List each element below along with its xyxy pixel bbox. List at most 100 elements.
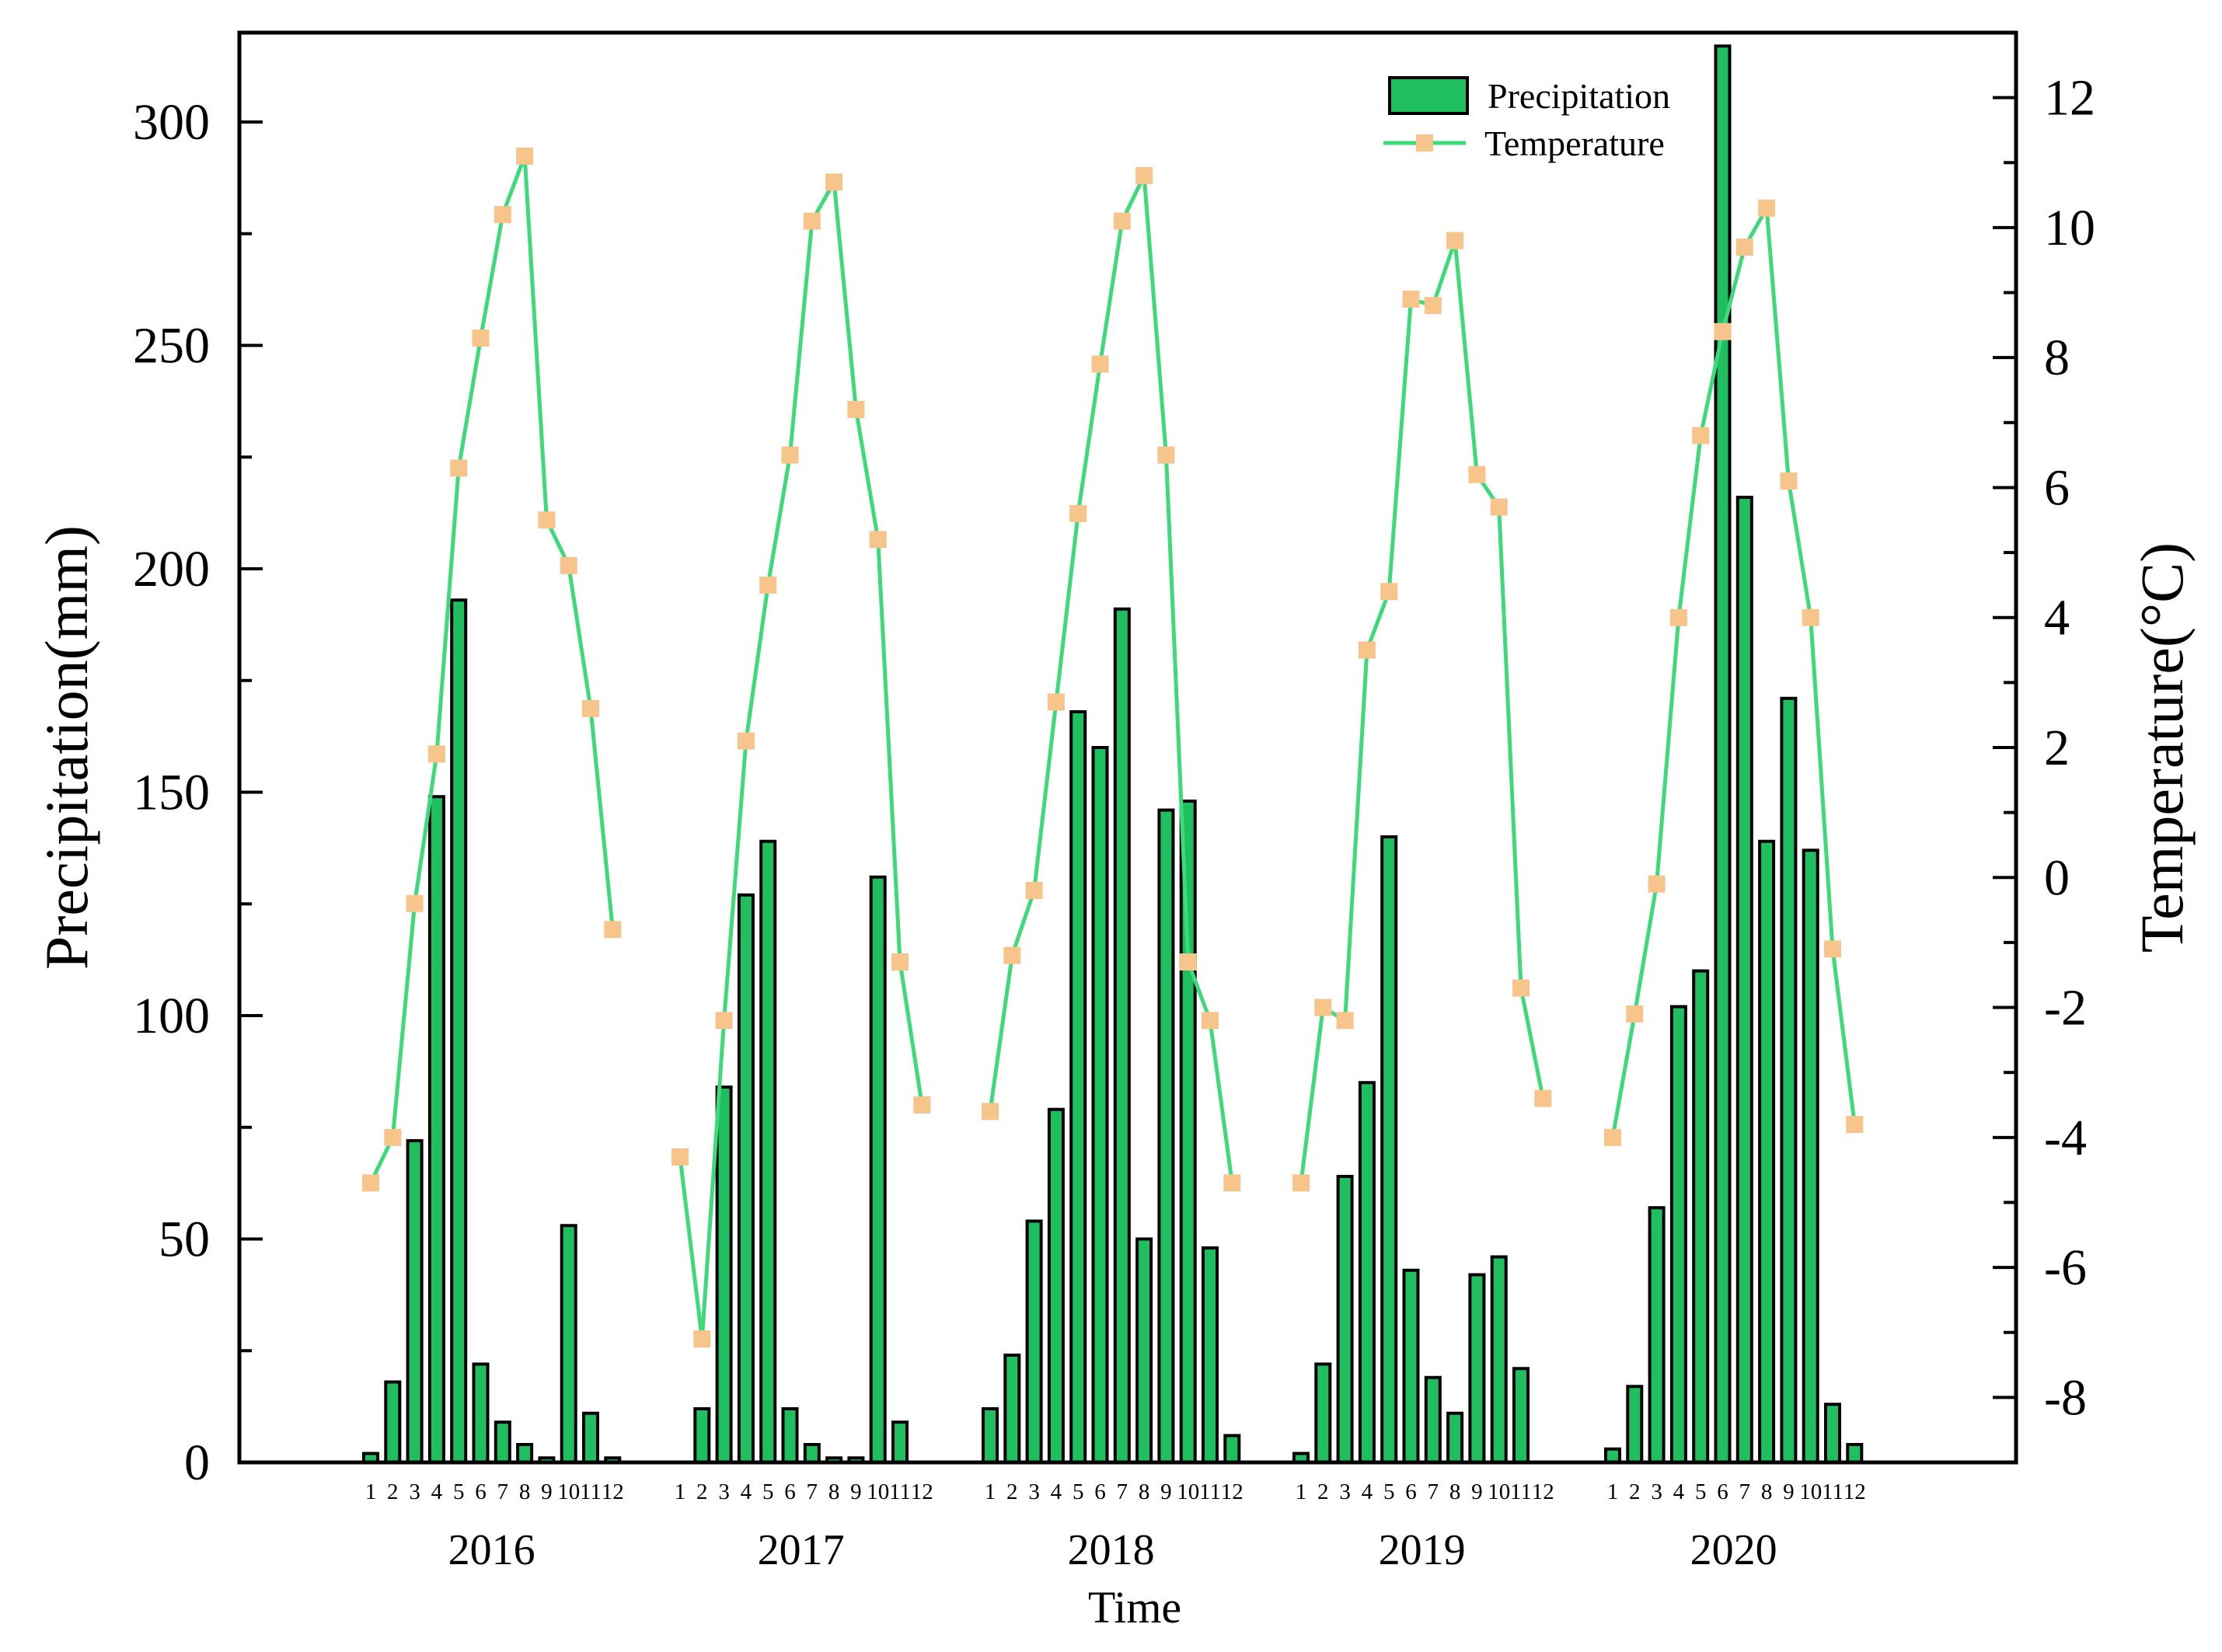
temperature-point-2018-4 <box>1047 693 1065 711</box>
year-label-2018: 2018 <box>1068 1526 1155 1574</box>
precipitation-bar-2018-3 <box>1025 1219 1043 1464</box>
temperature-point-2019-10 <box>1490 498 1508 516</box>
temperature-point-2016-7 <box>494 206 511 224</box>
month-tick-label: 6 <box>475 1479 487 1504</box>
temperature-point-2019-2 <box>1314 999 1332 1016</box>
month-tick-label: 2 <box>1629 1479 1641 1504</box>
precipitation-bar-2018-9 <box>1157 808 1175 1464</box>
y-right-tick-label: -6 <box>2044 1239 2087 1296</box>
y-left-tick-label: 50 <box>159 1211 210 1268</box>
precipitation-bar-2019-4 <box>1358 1081 1376 1464</box>
y-right-tick-label: -2 <box>2044 980 2087 1037</box>
month-tick-label: 1 <box>675 1479 686 1504</box>
month-tick-label: 4 <box>1673 1479 1685 1504</box>
month-tick-label: 5 <box>1073 1479 1084 1504</box>
month-tick-label: 2 <box>696 1479 708 1504</box>
temperature-point-2017-7 <box>803 212 821 230</box>
legend-temperature-marker <box>1416 134 1433 152</box>
month-tick-label: 7 <box>1739 1479 1751 1504</box>
month-tick-label: 2 <box>1317 1479 1329 1504</box>
precipitation-bar-2020-8 <box>1758 839 1776 1464</box>
precipitation-bar-2016-10 <box>560 1224 577 1464</box>
temperature-point-2016-2 <box>384 1128 402 1146</box>
temperature-point-2019-7 <box>1424 297 1442 315</box>
precipitation-bar-2016-3 <box>406 1139 424 1464</box>
temperature-point-2018-1 <box>982 1103 999 1121</box>
month-tick-label: 1 <box>1296 1479 1307 1504</box>
temperature-point-2017-3 <box>715 1012 733 1030</box>
month-tick-label: 9 <box>541 1479 553 1504</box>
precipitation-bar-2019-10 <box>1490 1255 1508 1464</box>
precipitation-bar-2017-5 <box>759 839 777 1464</box>
temperature-point-2019-8 <box>1446 232 1464 249</box>
month-tick-label: 11 <box>1822 1479 1844 1504</box>
precipitation-bar-2019-3 <box>1336 1175 1354 1464</box>
month-tick-label: 1 <box>365 1479 377 1504</box>
precipitation-bar-2018-1 <box>982 1407 999 1464</box>
precipitation-bar-2020-2 <box>1626 1385 1644 1464</box>
temperature-line-2016 <box>368 155 615 1184</box>
temperature-point-2020-6 <box>1714 322 1732 340</box>
precipitation-bar-2016-4 <box>427 795 445 1464</box>
month-tick-label: 12 <box>911 1479 933 1504</box>
temperature-point-2016-5 <box>450 459 468 477</box>
legend-temperature-label: Temperature <box>1484 124 1665 163</box>
y-left-tick-label: 300 <box>133 94 210 151</box>
precipitation-bar-2017-7 <box>803 1443 821 1464</box>
y-right-axis-title: Temperature(°C) <box>2128 542 2196 953</box>
y-right-tick-label: 12 <box>2044 70 2095 127</box>
temperature-point-2017-2 <box>693 1330 711 1348</box>
precipitation-bar-2017-3 <box>715 1086 733 1464</box>
y-right-tick-label: -8 <box>2044 1369 2087 1426</box>
temperature-line-2017 <box>678 176 924 1340</box>
precipitation-bar-2018-4 <box>1047 1107 1065 1464</box>
precipitation-bar-2017-2 <box>693 1407 711 1464</box>
temperature-point-2016-4 <box>427 745 445 763</box>
y-left-tick-label: 100 <box>133 988 210 1044</box>
month-tick-label: 4 <box>741 1479 752 1504</box>
precipitation-bar-2019-2 <box>1314 1362 1332 1464</box>
month-tick-label: 7 <box>1428 1479 1439 1504</box>
precipitation-bar-2017-6 <box>781 1407 799 1464</box>
temperature-point-2020-12 <box>1846 1116 1864 1134</box>
month-tick-label: 3 <box>1028 1479 1040 1504</box>
y-right-tick-label: 2 <box>2044 720 2070 776</box>
precipitation-bar-2020-7 <box>1735 496 1753 1464</box>
temperature-point-2020-2 <box>1626 1005 1644 1023</box>
temperature-point-2017-8 <box>825 173 843 191</box>
y-left-tick-label: 200 <box>133 541 210 598</box>
y-left-tick-label: 150 <box>133 765 210 821</box>
month-tick-label: 12 <box>1844 1479 1866 1504</box>
precipitation-bar-2016-11 <box>582 1411 599 1464</box>
x-axis-title: Time <box>1088 1582 1181 1633</box>
temperature-point-2019-9 <box>1468 465 1486 483</box>
precipitation-bar-2019-8 <box>1446 1411 1464 1464</box>
precipitation-bar-2018-6 <box>1091 746 1109 1464</box>
precipitation-bar-2019-7 <box>1424 1375 1442 1464</box>
temperature-point-2019-6 <box>1402 290 1420 308</box>
temperature-point-2019-12 <box>1534 1089 1552 1107</box>
precipitation-bar-2019-5 <box>1380 835 1398 1464</box>
precipitation-bar-2016-6 <box>472 1362 490 1464</box>
precipitation-bar-2017-10 <box>869 875 887 1464</box>
temperature-point-2018-8 <box>1135 167 1153 184</box>
month-tick-label: 1 <box>1607 1479 1619 1504</box>
month-tick-label: 11 <box>1199 1479 1221 1504</box>
month-tick-label: 6 <box>1405 1479 1417 1504</box>
month-tick-label: 11 <box>1510 1479 1532 1504</box>
temperature-point-2016-11 <box>582 699 599 717</box>
month-tick-label: 3 <box>1651 1479 1662 1504</box>
precipitation-bar-2016-7 <box>494 1420 511 1464</box>
precipitation-bar-2020-11 <box>1824 1403 1841 1464</box>
year-label-2017: 2017 <box>758 1526 845 1574</box>
precipitation-bar-2020-10 <box>1802 849 1819 1464</box>
temperature-point-2017-10 <box>869 531 887 549</box>
temperature-point-2018-7 <box>1113 212 1131 230</box>
precipitation-bar-2020-1 <box>1604 1447 1621 1464</box>
temperature-point-2018-9 <box>1157 446 1175 464</box>
temperature-point-2016-12 <box>604 921 622 939</box>
temperature-point-2020-11 <box>1824 940 1841 958</box>
month-tick-label: 3 <box>718 1479 730 1504</box>
temperature-line-2019 <box>1299 239 1545 1183</box>
